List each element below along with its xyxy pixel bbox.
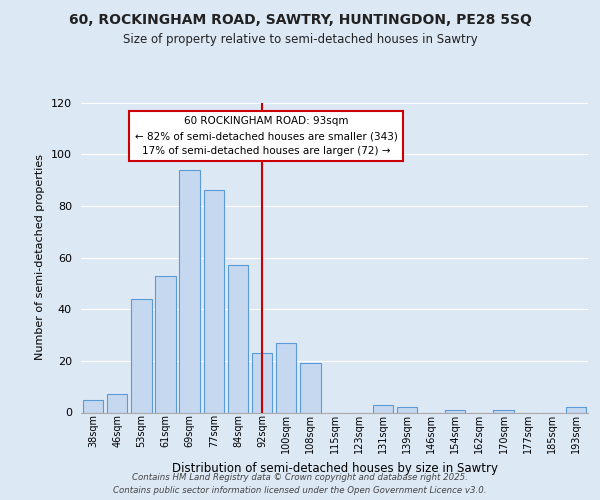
Bar — [276, 343, 296, 412]
Bar — [252, 353, 272, 412]
Bar — [131, 299, 152, 412]
Text: Contains public sector information licensed under the Open Government Licence v3: Contains public sector information licen… — [113, 486, 487, 495]
Y-axis label: Number of semi-detached properties: Number of semi-detached properties — [35, 154, 45, 360]
Bar — [493, 410, 514, 412]
Bar — [83, 400, 103, 412]
Bar — [566, 408, 586, 412]
Bar — [373, 405, 393, 412]
Bar — [300, 364, 320, 412]
Bar — [445, 410, 466, 412]
Text: Contains HM Land Registry data © Crown copyright and database right 2025.: Contains HM Land Registry data © Crown c… — [132, 472, 468, 482]
Text: Size of property relative to semi-detached houses in Sawtry: Size of property relative to semi-detach… — [122, 32, 478, 46]
Text: 60, ROCKINGHAM ROAD, SAWTRY, HUNTINGDON, PE28 5SQ: 60, ROCKINGHAM ROAD, SAWTRY, HUNTINGDON,… — [68, 12, 532, 26]
Text: 60 ROCKINGHAM ROAD: 93sqm
← 82% of semi-detached houses are smaller (343)
17% of: 60 ROCKINGHAM ROAD: 93sqm ← 82% of semi-… — [134, 116, 397, 156]
Bar — [227, 265, 248, 412]
Bar — [107, 394, 127, 412]
X-axis label: Distribution of semi-detached houses by size in Sawtry: Distribution of semi-detached houses by … — [172, 462, 497, 474]
Bar — [397, 408, 417, 412]
Bar — [179, 170, 200, 412]
Bar — [203, 190, 224, 412]
Bar — [155, 276, 176, 412]
